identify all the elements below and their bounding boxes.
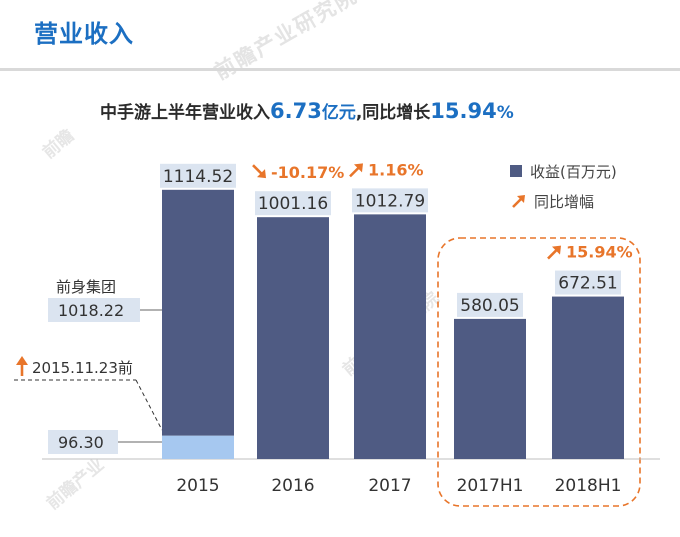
value-label: 1012.79	[355, 191, 425, 211]
legend-item-growth: 同比增幅	[510, 190, 617, 212]
bar	[454, 318, 526, 459]
x-tick-label: 2018H1	[555, 476, 622, 496]
up-arrow-head	[354, 163, 363, 173]
highlight-box	[437, 237, 641, 507]
header: 营业收入 前瞻产业研究院	[0, 0, 680, 85]
stack-bottom-value-bg	[48, 430, 118, 454]
subtitle-unit-revenue: 亿元	[321, 103, 356, 123]
legend-swatch-revenue	[510, 165, 522, 177]
legend: 收益(百万元) 同比增幅	[510, 160, 617, 220]
bar-2015-pre	[162, 435, 234, 459]
down-arrow-head	[257, 169, 266, 179]
up-arrow-icon	[512, 195, 525, 208]
bar	[552, 296, 624, 459]
value-label-bg	[352, 188, 428, 213]
chart-subtitle: 中手游上半年营业收入6.73亿元,同比增长15.94%	[100, 98, 514, 123]
value-label: 1001.16	[258, 194, 328, 214]
legend-item-revenue: 收益(百万元)	[510, 160, 617, 182]
growth-label: -10.17%	[271, 163, 344, 182]
up-arrow-head	[16, 356, 28, 365]
up-arrow-head	[552, 245, 561, 255]
x-tick-label: 2015	[176, 476, 219, 496]
growth-label: 1.16%	[368, 160, 424, 179]
page-title: 营业收入	[34, 20, 134, 48]
value-label: 1114.52	[163, 167, 233, 187]
subtitle-value-growth: 15.94	[430, 99, 497, 123]
bar	[257, 217, 329, 459]
x-tick-label: 2017	[368, 476, 411, 496]
growth-label: 15.94%	[566, 243, 633, 262]
value-label-bg	[255, 191, 331, 216]
subtitle-prefix: 中手游上半年营业收入	[100, 103, 270, 123]
x-tick-label: 2017H1	[457, 476, 524, 496]
stack-top-label: 前身集团	[56, 278, 116, 296]
value-label: 672.51	[558, 274, 617, 294]
stack-bottom-value: 96.30	[58, 433, 104, 452]
stack-top-value: 1018.22	[58, 301, 124, 320]
legend-label-revenue: 收益(百万元)	[530, 162, 617, 181]
dashed-leader	[135, 379, 163, 431]
bar-2015-main	[162, 189, 234, 436]
bar	[354, 214, 426, 459]
subtitle-value-revenue: 6.73	[270, 99, 322, 123]
stack-top-value-bg	[48, 298, 140, 322]
stack-bottom-label: 2015.11.23前	[32, 359, 133, 377]
value-label: 580.05	[460, 296, 519, 316]
subtitle-unit-growth: %	[496, 103, 514, 123]
x-tick-label: 2016	[271, 476, 314, 496]
value-label-bg	[457, 292, 523, 317]
legend-label-growth: 同比增幅	[534, 192, 595, 211]
header-divider	[0, 68, 680, 71]
value-label-bg	[555, 270, 621, 295]
value-label-bg	[160, 163, 236, 188]
subtitle-middle: ,同比增长	[355, 103, 431, 123]
